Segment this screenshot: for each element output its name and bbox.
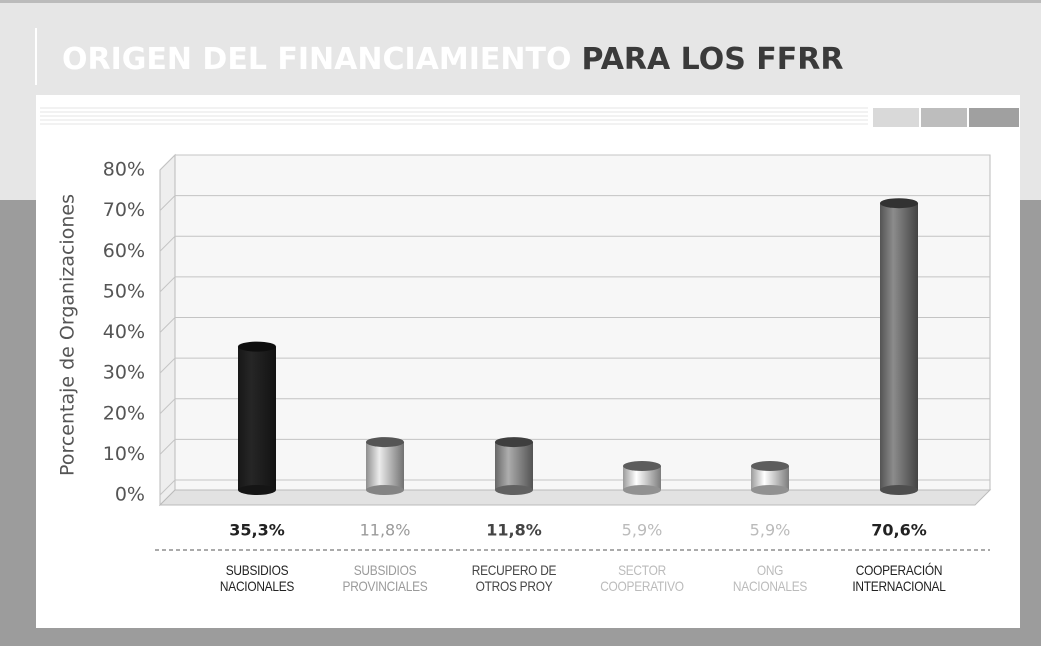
bar [623, 466, 661, 490]
bar-top [880, 198, 918, 209]
y-tick-label: 40% [103, 321, 145, 343]
y-tick-label: 50% [103, 280, 145, 302]
y-tick-label: 10% [103, 443, 145, 465]
y-tick-label: 20% [103, 402, 145, 424]
x-tick-label: RECUPERO DE OTROS PROY [471, 562, 557, 594]
value-label: 35,3% [229, 521, 285, 540]
grid-line [159, 317, 990, 333]
swatch [969, 108, 1019, 127]
bar [366, 442, 404, 490]
x-tick-label: SUBSIDIOS NACIONALES [219, 562, 295, 594]
grid-line [159, 357, 990, 374]
bar [238, 346, 276, 490]
y-tick-label: 60% [103, 240, 145, 262]
grid-line [159, 438, 990, 455]
bar-base [366, 485, 404, 495]
value-label: 5,9% [750, 521, 791, 540]
y-tick-label: 0% [115, 484, 145, 506]
x-tick-label: ONG NACIONALES [732, 562, 808, 594]
frame-top [0, 0, 1041, 3]
value-label: 5,9% [622, 521, 663, 540]
grid-line [159, 276, 990, 293]
swatch [873, 108, 919, 127]
y-tick-label: 80% [103, 159, 145, 181]
y-axis-label: Porcentaje de Organizaciones [57, 194, 79, 476]
bar-base [623, 485, 661, 495]
grid-line [159, 235, 990, 252]
bar-top [495, 437, 533, 448]
grid-line [159, 195, 990, 211]
bar-base [880, 485, 918, 495]
value-label: 70,6% [871, 521, 927, 540]
bar [495, 442, 533, 490]
bar [751, 466, 789, 490]
x-tick-label: SUBSIDIOS PROVINCIALES [342, 562, 428, 594]
stripes [40, 107, 868, 125]
title-suffix: PARA LOS FFRR [581, 42, 843, 77]
swatch [921, 108, 967, 127]
bar-top [366, 437, 404, 448]
title-main: ORIGEN DEL FINANCIAMIENTO [62, 42, 571, 77]
floor [158, 489, 992, 506]
bar-base [238, 485, 276, 495]
value-label: 11,8% [486, 521, 542, 540]
bar-top [238, 341, 276, 352]
grid-line [159, 398, 990, 415]
bar-top [751, 461, 789, 472]
y-tick-label: 30% [103, 362, 145, 384]
grid-line [159, 154, 990, 171]
bar-base [495, 485, 533, 495]
bar-top [623, 461, 661, 472]
value-label: 11,8% [360, 521, 411, 540]
grid-line [159, 479, 990, 496]
x-tick-label: SECTOR COOPERATIVO [600, 562, 684, 594]
chart-title: ORIGEN DEL FINANCIAMIENTO PARA LOS FFRR [62, 42, 843, 77]
bar-base [751, 485, 789, 495]
bar [880, 203, 918, 490]
x-tick-label: COOPERACIÓN INTERNACIONAL [852, 562, 946, 594]
y-tick-label: 70% [103, 199, 145, 221]
